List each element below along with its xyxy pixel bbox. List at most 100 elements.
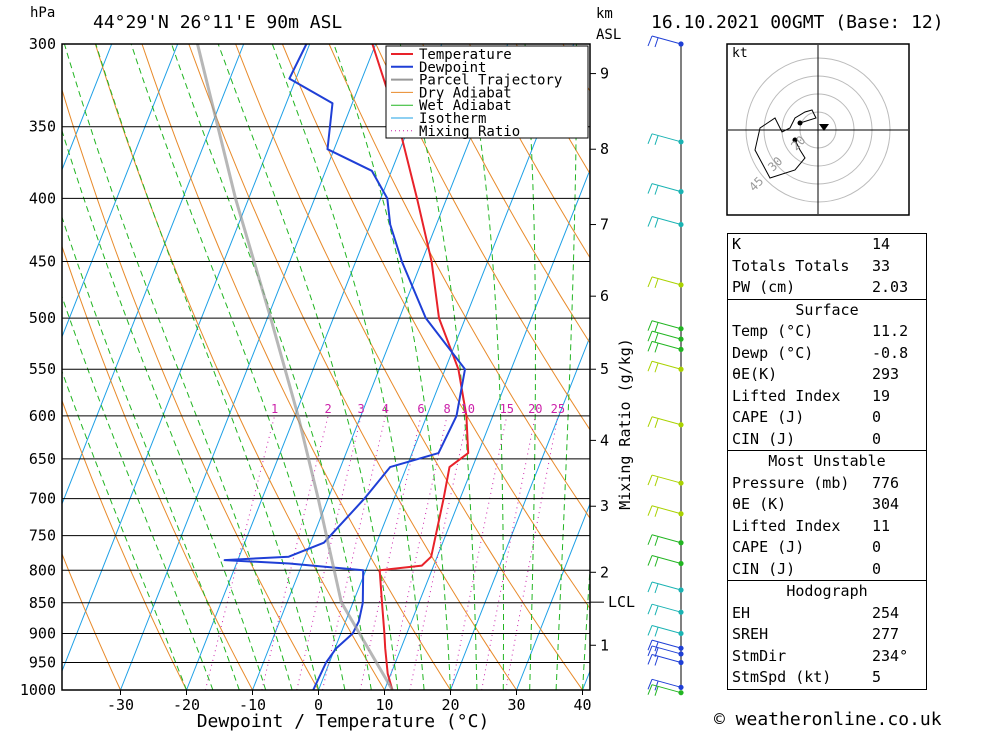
isotherm-line — [120, 44, 377, 690]
surface-temp-label: Temp (°C) — [732, 322, 814, 340]
wet-adiabat-line — [62, 215, 240, 690]
isotherm-line — [62, 44, 311, 673]
km-tick-label: 8 — [600, 140, 609, 158]
mixing-ratio-tick-label: 15 — [500, 402, 514, 416]
indices-panel: K 14 Totals Totals 33 PW (cm) 2.03 Surface … — [727, 233, 927, 690]
wind-barb-flag — [654, 686, 659, 696]
mixing-ratio-labels: 1 2 3 4 6 8 10 15 20 25 — [271, 402, 565, 416]
km-unit-label: km — [596, 6, 613, 22]
temperature-trace — [371, 44, 470, 690]
km-tick-label: 7 — [600, 216, 609, 234]
surface-thetae-label: θE(K) — [732, 365, 778, 383]
tt-label: Totals Totals — [732, 256, 850, 275]
dry-adiabat-line — [62, 552, 121, 690]
sreh-value: 277 — [872, 625, 900, 643]
wind-barb-shaft — [651, 639, 682, 649]
pressure-tick-label: 450 — [29, 253, 56, 271]
mu-pressure-value: 776 — [872, 473, 900, 492]
isotherm-line — [62, 44, 179, 339]
wind-barb-flag — [647, 603, 653, 615]
km-tick-label: 2 — [600, 563, 609, 581]
hodograph-point — [797, 120, 803, 126]
mu-thetae-value: 304 — [872, 495, 900, 513]
wind-barb-shaft — [651, 216, 682, 226]
km-tick-label: 1 — [600, 636, 609, 654]
pressure-tick-label: 300 — [29, 35, 56, 53]
legend-label: Temperature — [419, 47, 512, 63]
mu-li-value: 11 — [872, 516, 891, 535]
mixing-ratio-line — [450, 415, 508, 690]
dry-adiabat-line — [141, 44, 451, 690]
mixing-ratio-tick-label: 25 — [551, 402, 565, 416]
wind-barb-flag — [654, 363, 659, 373]
plot-frame — [61, 43, 591, 691]
wind-barb-shaft — [651, 35, 682, 45]
wind-barb-shaft — [651, 645, 682, 655]
surface-title: Surface — [728, 298, 926, 322]
wind-barb-flag — [654, 185, 659, 195]
wind-barb-flag — [654, 583, 659, 594]
pressure-tick-label: 650 — [29, 450, 56, 468]
km-tick-label: 6 — [600, 287, 609, 305]
wind-barb-flag — [654, 278, 659, 289]
wind-barb-flag — [647, 555, 653, 566]
pressure-tick-label: 400 — [29, 189, 56, 207]
wind-barb-flag — [654, 418, 659, 428]
wind-barb-flag — [654, 627, 659, 637]
wind-barb-flag — [654, 322, 659, 332]
axes: 3003504004505005506006507007508008509009… — [20, 35, 635, 714]
wind-barb-flag — [647, 679, 653, 690]
wind-barb-shaft — [651, 360, 682, 370]
pressure-tick-label: 950 — [29, 653, 56, 671]
stmspd-value: 5 — [872, 668, 882, 686]
x-tick-label: -30 — [107, 696, 134, 714]
mixing-ratio-line — [322, 415, 386, 690]
km-tick-label: 3 — [600, 497, 609, 515]
wind-barb-shaft — [651, 603, 682, 613]
surface-cin-value: 0 — [872, 429, 882, 448]
most-unstable-title: Most Unstable — [728, 450, 926, 473]
dry-adiabat-line — [984, 44, 1000, 690]
hodograph-trace — [754, 109, 817, 179]
wind-barb-flag — [654, 606, 659, 616]
wind-barb-flag — [654, 656, 659, 666]
wind-barb-shaft — [651, 534, 682, 544]
dry-adiabat-line — [235, 44, 583, 690]
eh-label: EH — [732, 603, 751, 622]
wet-adiabat-line — [62, 369, 187, 690]
km-tick-label: 5 — [600, 360, 609, 378]
wet-adiabat-line — [63, 44, 293, 690]
copyright-footer[interactable]: © weatheronline.co.uk — [714, 709, 942, 730]
surface-thetae-value: 293 — [872, 365, 900, 383]
wind-barb-shaft — [651, 133, 682, 143]
wind-barb-flag — [654, 507, 659, 517]
hodograph-point — [792, 137, 798, 143]
mu-cape-value: 0 — [872, 538, 882, 556]
wind-barb-flag — [647, 625, 653, 636]
mixing-ratio-tick-label: 4 — [382, 402, 389, 416]
surface-li-value: 19 — [872, 386, 891, 405]
wet-adiabat-line — [524, 44, 537, 690]
x-tick-label: 10 — [375, 696, 393, 714]
wind-barb-flag — [647, 645, 653, 657]
wind-barb-shaft — [651, 330, 682, 340]
tt-value: 33 — [872, 256, 891, 275]
isotherm-line — [450, 335, 590, 690]
stmdir-value: 234° — [872, 646, 909, 665]
dry-adiabat-line — [375, 44, 590, 431]
x-tick-label: 20 — [441, 696, 459, 714]
mixing-ratio-tick-label: 8 — [443, 402, 450, 416]
dewpoint-trace — [223, 44, 466, 690]
pressure-tick-label: 700 — [29, 490, 56, 508]
x-tick-label: -10 — [239, 696, 266, 714]
wind-level-dot — [678, 684, 684, 690]
wind-barb-flag — [647, 416, 653, 427]
surface-cape-value: 0 — [872, 408, 882, 426]
wet-adiabat-line — [555, 44, 577, 690]
wet-adiabat-line — [62, 295, 214, 690]
wind-level-dot — [678, 630, 684, 637]
wind-barb-flag — [647, 276, 653, 288]
pressure-tick-label: 1000 — [20, 681, 56, 699]
wind-barb-shaft — [651, 183, 682, 193]
